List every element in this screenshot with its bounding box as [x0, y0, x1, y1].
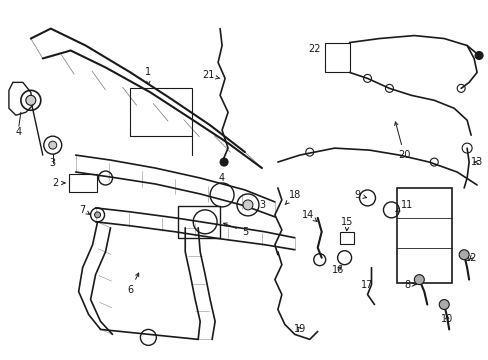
Circle shape — [438, 300, 448, 310]
Text: 5: 5 — [223, 223, 247, 237]
Text: 9: 9 — [354, 190, 366, 200]
Text: 4: 4 — [16, 127, 22, 137]
Text: 1: 1 — [145, 67, 151, 85]
Text: 11: 11 — [395, 200, 413, 212]
Text: 20: 20 — [394, 122, 410, 160]
Circle shape — [26, 95, 36, 105]
Text: 7: 7 — [80, 205, 89, 215]
Text: 17: 17 — [361, 280, 373, 289]
Bar — [397, 188, 451, 283]
Text: 6: 6 — [127, 273, 139, 294]
Text: 21: 21 — [202, 71, 220, 80]
Text: 4: 4 — [219, 173, 224, 183]
Circle shape — [220, 158, 227, 166]
Bar — [339, 232, 353, 244]
Bar — [178, 206, 220, 238]
Text: 8: 8 — [404, 280, 415, 289]
Text: 16: 16 — [331, 265, 343, 275]
Text: 3: 3 — [258, 200, 264, 210]
Text: 3: 3 — [50, 158, 56, 168]
Circle shape — [49, 141, 57, 149]
Text: 12: 12 — [464, 253, 476, 263]
Text: 13: 13 — [470, 157, 482, 167]
Text: 10: 10 — [440, 314, 452, 324]
Circle shape — [94, 212, 101, 218]
Text: 19: 19 — [293, 324, 305, 334]
Bar — [130, 88, 192, 136]
Text: 18: 18 — [285, 190, 300, 205]
Bar — [68, 174, 96, 192]
Text: 22: 22 — [308, 44, 320, 54]
Circle shape — [458, 250, 468, 260]
Text: 15: 15 — [341, 217, 353, 231]
Text: 2: 2 — [53, 178, 65, 188]
Text: 14: 14 — [301, 210, 316, 221]
Bar — [324, 42, 349, 72]
Circle shape — [243, 200, 252, 210]
Circle shape — [413, 275, 424, 285]
Circle shape — [474, 51, 482, 59]
